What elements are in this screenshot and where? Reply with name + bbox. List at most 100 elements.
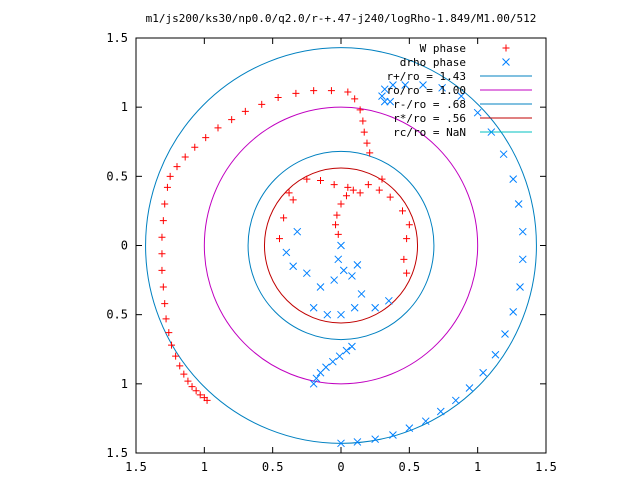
data-point	[371, 303, 380, 312]
data-point	[173, 163, 181, 171]
data-point	[436, 407, 445, 416]
legend-label-c056: r*/ro = .56	[393, 112, 466, 125]
data-point	[292, 89, 300, 97]
data-point	[285, 189, 293, 197]
y-tick-label: 0	[121, 239, 128, 253]
chart-title: m1/js200/ks30/np0.0/q2.0/r-+.47-j240/log…	[146, 12, 537, 25]
data-point	[191, 143, 199, 151]
x-tick-label: 0.5	[262, 460, 284, 474]
y-tick-label: 1.5	[106, 446, 128, 460]
data-point	[348, 272, 356, 280]
data-point	[158, 250, 166, 258]
data-point	[258, 100, 266, 108]
data-point	[180, 370, 188, 378]
data-point	[363, 139, 371, 147]
data-point	[509, 175, 518, 183]
data-point	[389, 431, 397, 439]
y-tick-label: 1	[121, 100, 128, 114]
data-point	[339, 266, 348, 275]
data-point	[375, 186, 383, 194]
data-point	[371, 435, 380, 444]
data-point	[350, 303, 359, 312]
legend-swatch-drho	[502, 58, 510, 66]
data-point	[348, 342, 356, 351]
data-point	[228, 116, 236, 124]
data-point	[386, 193, 394, 201]
data-point	[357, 290, 366, 298]
data-point	[172, 352, 180, 360]
data-point	[334, 255, 343, 264]
data-point	[514, 200, 523, 208]
data-point	[282, 248, 291, 257]
data-point	[293, 227, 302, 236]
data-point	[192, 387, 200, 395]
data-point	[274, 93, 282, 101]
data-point	[310, 87, 318, 95]
legend-label-c068: r-/ro = .68	[393, 98, 466, 111]
data-point	[161, 300, 169, 308]
data-point	[378, 92, 386, 100]
data-point	[312, 374, 321, 383]
data-point	[159, 217, 167, 225]
legend-label-c100: ro/ro = 1.00	[387, 84, 466, 97]
data-point	[405, 221, 413, 229]
data-point	[196, 391, 204, 399]
x-tick-label: 1.5	[125, 460, 147, 474]
data-point	[353, 261, 362, 269]
data-point	[337, 310, 345, 319]
data-point	[165, 329, 173, 337]
data-series	[158, 81, 527, 448]
data-point	[188, 383, 196, 391]
data-point	[276, 235, 283, 243]
y-tick-label: 1.5	[106, 31, 128, 45]
data-point	[289, 196, 297, 204]
data-point	[399, 207, 406, 215]
data-point	[389, 81, 397, 89]
data-point	[356, 106, 364, 114]
data-point	[491, 350, 500, 359]
data-point	[241, 107, 249, 115]
data-point	[161, 200, 169, 208]
x-tick-label: 0.5	[398, 460, 420, 474]
data-point	[214, 124, 222, 132]
legend-label-cnan: rc/ro = NaN	[393, 126, 466, 139]
data-point	[327, 87, 335, 95]
data-point	[168, 341, 176, 349]
series-drho-phase	[282, 81, 527, 448]
data-point	[337, 439, 345, 448]
data-point	[303, 175, 311, 183]
x-tick-label: 0	[337, 460, 344, 474]
data-point	[364, 181, 372, 189]
data-point	[344, 183, 352, 191]
data-point	[342, 192, 350, 200]
data-point	[359, 117, 367, 125]
data-point	[280, 214, 288, 222]
x-tick-label: 1.5	[535, 460, 557, 474]
data-point	[176, 362, 184, 370]
data-point	[384, 296, 393, 305]
data-point	[323, 310, 332, 319]
data-point	[328, 357, 337, 366]
data-point	[349, 186, 357, 194]
y-tick-label: 0.5	[106, 169, 128, 183]
data-point	[317, 176, 324, 184]
data-point	[309, 303, 318, 312]
data-point	[330, 181, 338, 189]
data-point	[200, 394, 208, 402]
data-point	[202, 134, 210, 142]
data-point	[337, 241, 345, 250]
data-point	[378, 175, 386, 183]
circle-1	[203, 106, 479, 385]
data-point	[166, 172, 174, 180]
data-point	[380, 85, 389, 94]
legend-label-w: W phase	[420, 42, 466, 55]
data-point	[330, 276, 339, 284]
data-point	[419, 81, 427, 89]
data-point	[332, 221, 340, 229]
data-point	[158, 233, 166, 241]
legend-label-c143: r+/ro = 1.43	[387, 70, 466, 83]
data-point	[159, 283, 167, 291]
data-point	[451, 396, 460, 405]
y-tick-label: 1	[121, 377, 128, 391]
